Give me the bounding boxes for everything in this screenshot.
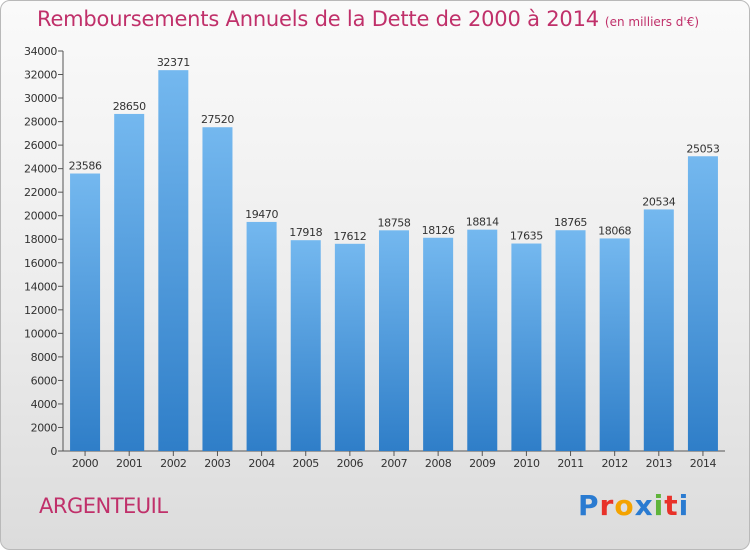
bar-2001: [114, 113, 145, 452]
chart-title-text: Remboursements Annuels de la Dette de 20…: [37, 7, 599, 31]
value-label-2014: 25053: [686, 142, 719, 155]
x-tick-label: 2004: [248, 457, 275, 470]
bar-2004: [246, 221, 277, 451]
x-axis: 2000 2001 2002 2003 2004 2005 2006 2007 2008 2009…: [63, 450, 725, 470]
x-tick-label: 2001: [116, 457, 142, 470]
y-tick-label: 32000: [24, 69, 57, 82]
bar-2006: [334, 243, 365, 451]
logo-letter: r: [599, 489, 615, 522]
bar-2013: [643, 209, 674, 451]
bar-2000: [70, 173, 101, 452]
y-tick-label: 10000: [24, 327, 57, 340]
bar-2010: [511, 243, 542, 451]
logo-letter: t: [664, 489, 679, 522]
y-tick-label: 20000: [24, 210, 57, 223]
x-tick-label: 2006: [337, 457, 364, 470]
value-label-2010: 17635: [510, 230, 543, 243]
y-tick-label: 28000: [24, 116, 57, 129]
chart-title: Remboursements Annuels de la Dette de 20…: [37, 7, 699, 31]
bar-2005: [290, 240, 321, 451]
bars: [70, 70, 718, 452]
y-tick-label: 22000: [24, 186, 57, 199]
x-tick-label: 2008: [425, 457, 452, 470]
y-tick-label: 0: [50, 445, 57, 458]
value-label-2002: 32371: [157, 56, 190, 69]
logo-letter: i: [653, 489, 665, 522]
value-label-2004: 19470: [245, 208, 278, 221]
x-tick-label: 2013: [646, 457, 673, 470]
y-tick-label: 14000: [24, 280, 57, 293]
value-label-2009: 18814: [466, 216, 499, 229]
x-tick-label: 2009: [469, 457, 496, 470]
y-tick-label: 26000: [24, 139, 57, 152]
x-tick-label: 2012: [601, 457, 627, 470]
x-tick-label: 2007: [381, 457, 408, 470]
logo-letter: x: [634, 489, 654, 522]
y-tick-label: 30000: [24, 92, 57, 105]
bar-2007: [378, 230, 410, 451]
value-labels: 23586 28650 32371 27520 19470 17918 17612 18758…: [69, 56, 721, 243]
value-label-2000: 23586: [69, 160, 102, 173]
y-axis: 0 2000 4000 6000 8000 10000 12000 14000 16000 180…: [24, 45, 64, 458]
proxiti-logo[interactable]: Proxiti: [578, 489, 689, 522]
y-tick-label: 18000: [24, 233, 57, 246]
value-label-2008: 18126: [422, 224, 455, 237]
value-label-2005: 17918: [289, 226, 322, 239]
y-tick-label: 8000: [31, 351, 58, 364]
logo-letter: o: [614, 489, 635, 522]
logo-letter: i: [678, 489, 690, 522]
y-tick-label: 34000: [24, 45, 57, 58]
y-tick-label: 16000: [24, 257, 57, 270]
x-tick-label: 2011: [557, 457, 583, 470]
x-tick-label: 2002: [160, 457, 186, 470]
y-tick-label: 12000: [24, 304, 57, 317]
y-tick-label: 24000: [24, 163, 57, 176]
value-label-2013: 20534: [642, 195, 675, 208]
value-label-2001: 28650: [113, 100, 146, 113]
x-tick-label: 2000: [72, 457, 99, 470]
y-tick-label: 2000: [31, 421, 58, 434]
bar-2003: [202, 127, 233, 451]
bar-2011: [555, 230, 586, 451]
chart-unit-note: (en milliers d'€): [604, 15, 700, 29]
bar-2009: [467, 229, 498, 451]
value-label-2006: 17612: [333, 230, 366, 243]
value-label-2003: 27520: [201, 113, 234, 126]
bar-2008: [423, 237, 454, 451]
x-tick-label: 2003: [204, 457, 231, 470]
x-tick-label: 2005: [293, 457, 320, 470]
city-name: ARGENTEUIL: [39, 494, 168, 518]
y-tick-label: 6000: [31, 374, 58, 387]
x-tick-label: 2014: [690, 457, 717, 470]
logo-letter: P: [578, 489, 600, 522]
bar-2012: [599, 238, 630, 451]
y-tick-label: 4000: [31, 398, 58, 411]
bar-2002: [158, 70, 189, 451]
bar-2014: [687, 156, 718, 451]
value-label-2007: 18758: [378, 216, 411, 229]
value-label-2011: 18765: [554, 216, 587, 229]
x-tick-label: 2010: [513, 457, 540, 470]
value-label-2012: 18068: [598, 224, 631, 237]
